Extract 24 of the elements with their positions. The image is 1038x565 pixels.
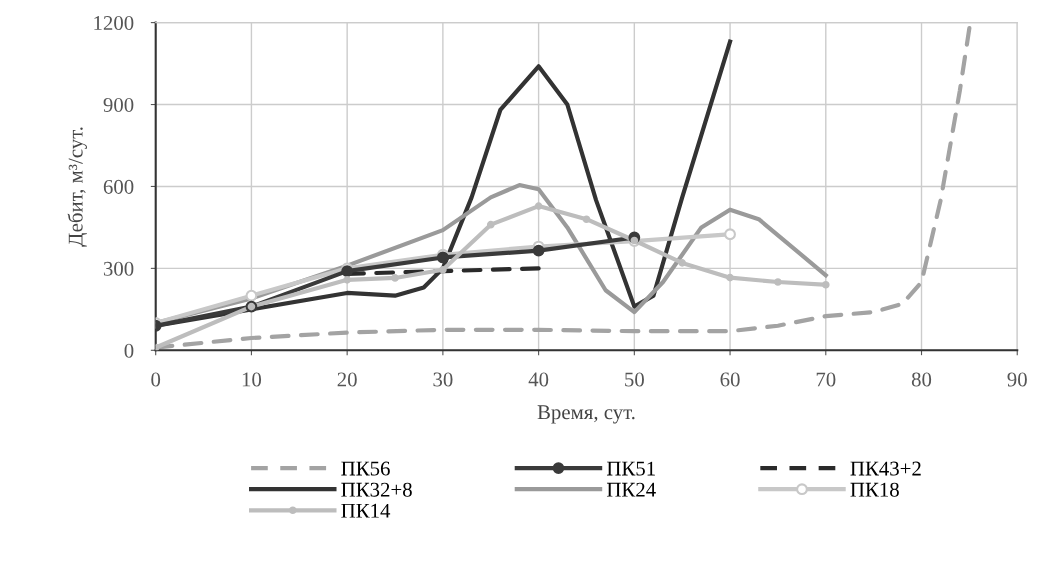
x-tick-label: 60 bbox=[720, 372, 740, 387]
legend-label: ПК56 bbox=[341, 461, 390, 476]
y-tick-label: 300 bbox=[103, 261, 134, 276]
x-tick-label: 50 bbox=[625, 372, 644, 387]
x-tick-label: 10 bbox=[242, 372, 262, 387]
legend-label: ПК14 bbox=[341, 503, 391, 518]
x-tick-label: 80 bbox=[911, 372, 932, 387]
x-tick-label: 20 bbox=[337, 372, 357, 387]
y-axis-title: Дебит, м³/сут. bbox=[67, 127, 87, 247]
x-axis-title: Время, сут. bbox=[537, 405, 635, 424]
legend-label: ПК43+2 bbox=[850, 461, 921, 476]
legend-label: ПК24 bbox=[606, 482, 656, 497]
y-tick-label: 0 bbox=[124, 343, 134, 358]
legend-label: ПК51 bbox=[606, 461, 655, 476]
legend-label: ПК18 bbox=[850, 482, 899, 497]
x-tick-label: 90 bbox=[1007, 372, 1027, 387]
legend-label: ПК32+8 bbox=[341, 482, 412, 497]
x-tick-label: 40 bbox=[528, 372, 549, 387]
x-tick-label: 0 bbox=[151, 372, 161, 387]
y-tick-label: 600 bbox=[103, 179, 134, 194]
x-tick-label: 70 bbox=[816, 372, 836, 387]
x-tick-label: 30 bbox=[433, 372, 453, 387]
y-tick-label: 900 bbox=[103, 97, 134, 112]
y-tick-label: 1200 bbox=[94, 15, 134, 31]
